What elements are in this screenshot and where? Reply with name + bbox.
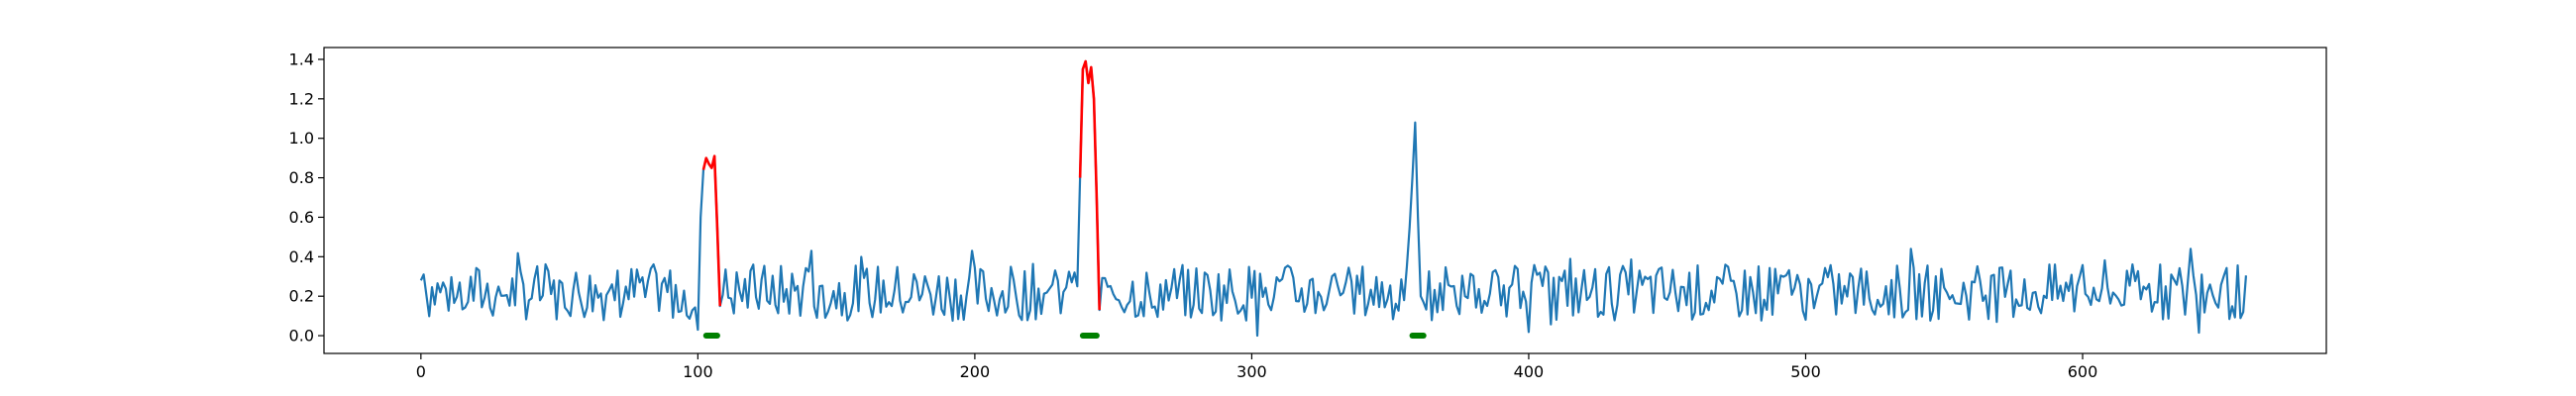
highlight-segment-2 [1078,59,1101,311]
x-tick-label-400: 400 [1514,362,1545,381]
y-tick-label-5: 1.0 [289,129,314,148]
x-tick-label-100: 100 [683,362,713,381]
signal-series-line [419,59,2248,338]
y-tick-label-2: 0.4 [289,248,314,266]
y-tick-label-1: 0.2 [289,287,314,306]
x-tick-label-600: 600 [2068,362,2098,381]
y-tick-label-3: 0.6 [289,208,314,227]
x-tick-label-300: 300 [1236,362,1267,381]
y-tick-label-6: 1.2 [289,89,314,108]
plot-area [419,59,2248,340]
axes: 0 100 200 300 400 500 600 0.0 0.2 0.4 0.6 0.8 1.0 1.2… [289,47,2327,381]
y-tick-label-4: 0.8 [289,168,314,187]
y-tick-label-0: 0.0 [289,327,314,346]
highlight-segment-1 [701,154,722,307]
x-tick-label-0: 0 [416,362,426,381]
plot-frame [323,47,2327,354]
x-tick-label-500: 500 [1790,362,1821,381]
y-tick-label-7: 1.4 [289,50,314,68]
x-tick-label-200: 200 [960,362,991,381]
